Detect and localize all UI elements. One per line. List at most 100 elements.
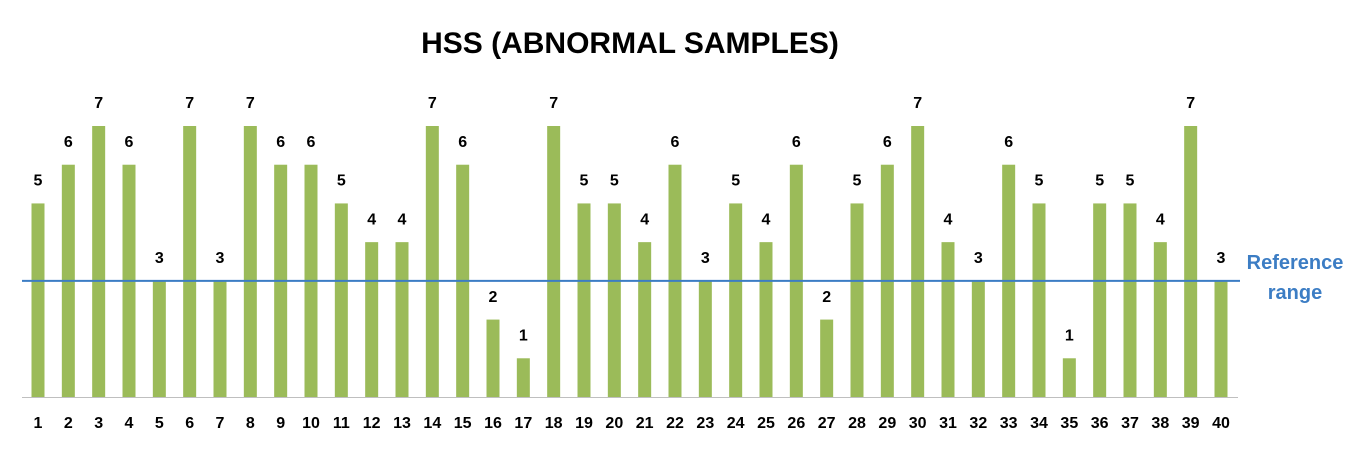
data-label: 4	[640, 211, 649, 228]
x-tick-label: 7	[216, 415, 225, 432]
x-tick-label: 28	[848, 415, 866, 432]
bar	[1032, 203, 1046, 397]
x-tick-label: 36	[1091, 415, 1109, 432]
chart-title: HSS (ABNORMAL SAMPLES)	[421, 27, 839, 60]
data-label: 6	[458, 134, 467, 151]
x-tick-label: 12	[363, 415, 381, 432]
data-label: 7	[1186, 95, 1195, 112]
x-tick-label: 5	[155, 415, 164, 432]
bar	[395, 242, 409, 397]
data-label: 1	[1065, 328, 1074, 345]
bar	[1062, 358, 1076, 397]
x-tick-label: 14	[423, 415, 441, 432]
data-label: 6	[792, 134, 801, 151]
data-label: 6	[64, 134, 73, 151]
reference-label: Reference range	[1246, 252, 1344, 304]
x-tick-label: 30	[909, 415, 927, 432]
x-tick-label: 23	[696, 415, 714, 432]
bar	[698, 280, 712, 397]
x-tick-label: 21	[636, 415, 654, 432]
bar	[152, 280, 166, 397]
x-tick-label: 32	[969, 415, 987, 432]
bar	[729, 203, 743, 397]
x-tick-label: 1	[34, 415, 43, 432]
x-tick-label: 34	[1030, 415, 1048, 432]
data-label: 2	[822, 289, 831, 306]
data-label: 5	[1095, 173, 1104, 190]
data-label: 1	[519, 328, 528, 345]
x-tick-label: 4	[125, 415, 134, 432]
data-label: 3	[155, 250, 164, 267]
bar	[971, 280, 985, 397]
x-tick-label: 33	[1000, 415, 1018, 432]
data-label: 5	[731, 173, 740, 190]
bar	[759, 242, 773, 397]
data-label: 6	[883, 134, 892, 151]
bar	[850, 203, 864, 397]
data-label: 3	[216, 250, 225, 267]
data-label: 7	[913, 95, 922, 112]
bar	[1093, 203, 1107, 397]
data-label: 5	[1126, 173, 1135, 190]
data-label: 4	[367, 211, 376, 228]
bar	[941, 242, 955, 397]
bar	[516, 358, 530, 397]
data-label: 3	[701, 250, 710, 267]
x-tick-label: 3	[94, 415, 103, 432]
data-label: 4	[762, 211, 771, 228]
data-label: 3	[1217, 250, 1226, 267]
x-tick-label: 24	[727, 415, 745, 432]
bar	[425, 126, 439, 397]
data-label: 6	[1004, 134, 1013, 151]
x-tick-label: 2	[64, 415, 73, 432]
x-tick-label: 11	[333, 415, 350, 432]
x-tick-label: 10	[302, 415, 320, 432]
x-tick-label: 18	[545, 415, 563, 432]
bar	[365, 242, 379, 397]
x-tick-label: 26	[787, 415, 805, 432]
x-tick-label: 16	[484, 415, 502, 432]
x-tick-label: 8	[246, 415, 255, 432]
bar	[1214, 280, 1228, 397]
bar	[243, 126, 257, 397]
data-label: 2	[489, 289, 498, 306]
x-tick-label: 39	[1182, 415, 1200, 432]
data-label: 5	[337, 173, 346, 190]
data-label: 6	[671, 134, 680, 151]
bar	[547, 126, 561, 397]
data-label: 6	[307, 134, 316, 151]
data-label: 5	[34, 173, 43, 190]
bar	[577, 203, 591, 397]
bar	[607, 203, 621, 397]
x-tick-label: 27	[818, 415, 836, 432]
x-tick-label: 29	[878, 415, 896, 432]
data-label: 4	[944, 211, 953, 228]
data-label: 7	[246, 95, 255, 112]
data-label: 7	[94, 95, 103, 112]
data-label: 7	[428, 95, 437, 112]
x-tick-label: 40	[1212, 415, 1230, 432]
x-tick-label: 9	[276, 415, 285, 432]
data-label: 5	[1035, 173, 1044, 190]
data-label: 6	[125, 134, 134, 151]
data-label: 5	[580, 173, 589, 190]
x-tick-label: 19	[575, 415, 593, 432]
bar	[1184, 126, 1198, 397]
data-label: 5	[853, 173, 862, 190]
bar	[820, 319, 834, 397]
x-tick-label: 17	[514, 415, 532, 432]
bar	[911, 126, 925, 397]
data-label: 7	[185, 95, 194, 112]
x-tick-label: 38	[1151, 415, 1169, 432]
x-tick-label: 15	[454, 415, 472, 432]
x-tick-label: 35	[1060, 415, 1078, 432]
x-tick-label: 22	[666, 415, 684, 432]
x-tick-label: 31	[939, 415, 957, 432]
bar	[183, 126, 197, 397]
data-label: 5	[610, 173, 619, 190]
x-tick-label: 37	[1121, 415, 1139, 432]
x-tick-label: 20	[605, 415, 623, 432]
data-label: 4	[398, 211, 407, 228]
x-tick-label: 13	[393, 415, 411, 432]
